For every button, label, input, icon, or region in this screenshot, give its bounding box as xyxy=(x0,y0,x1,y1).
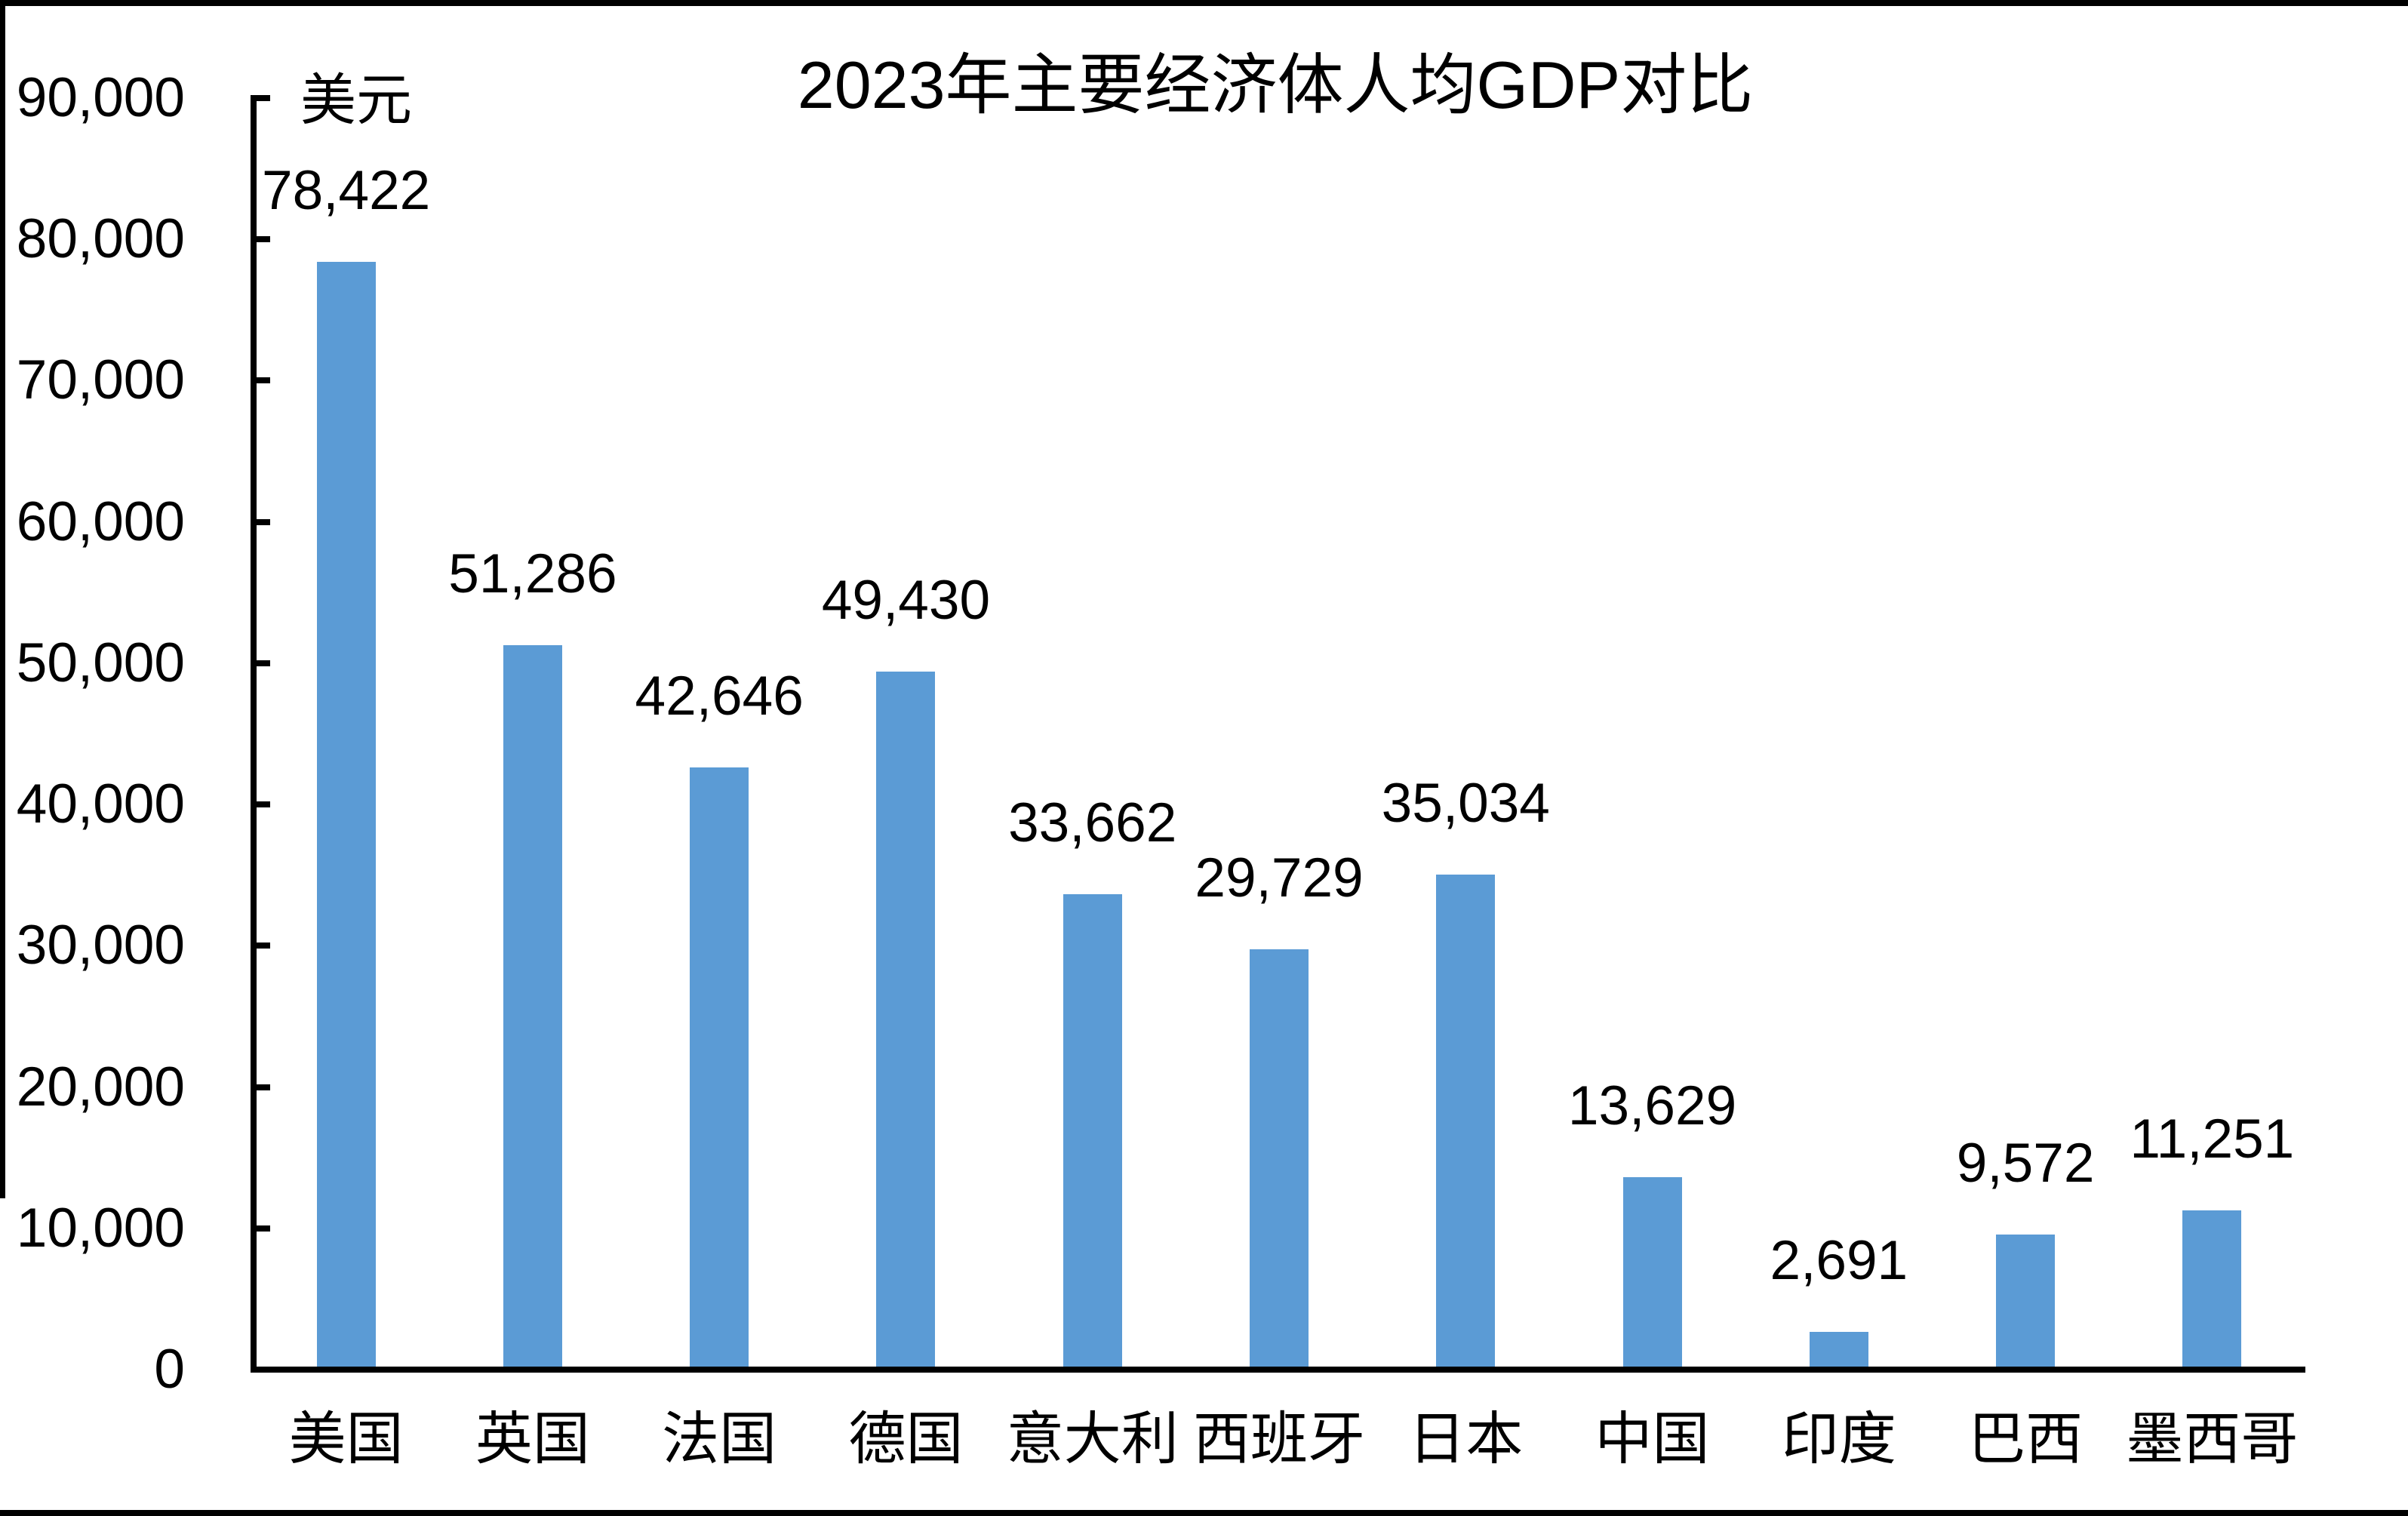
bar-value-label: 11,251 xyxy=(2130,1109,2295,1170)
bar xyxy=(1622,1176,1682,1367)
y-axis-line xyxy=(251,95,257,1373)
y-axis-tick-label: 60,000 xyxy=(16,490,185,552)
bar-value-label: 9,572 xyxy=(1956,1132,2095,1194)
y-axis-tick-label: 70,000 xyxy=(16,349,185,411)
y-axis-tick-label: 0 xyxy=(154,1339,185,1400)
y-axis-tick xyxy=(251,801,270,808)
bar-value-label: 13,629 xyxy=(1567,1075,1737,1136)
y-axis-tick-label: 40,000 xyxy=(16,773,185,835)
bar xyxy=(1436,875,1496,1367)
bar-value-label: 49,430 xyxy=(821,569,991,631)
x-category-label: 巴西 xyxy=(1968,1408,2084,1471)
left-border-line xyxy=(0,0,5,1198)
y-axis-tick xyxy=(251,1225,270,1232)
bar-value-label: 33,662 xyxy=(1008,792,1177,853)
y-axis-tick-label: 50,000 xyxy=(16,632,185,693)
bar xyxy=(316,261,376,1367)
bar-value-label: 51,286 xyxy=(448,543,617,604)
x-category-label: 墨西哥 xyxy=(2126,1408,2299,1471)
y-axis-tick-label: 10,000 xyxy=(16,1197,185,1259)
x-category-label: 英国 xyxy=(475,1408,590,1471)
bar-value-label: 2,691 xyxy=(1770,1229,1908,1291)
y-axis-tick xyxy=(251,1367,270,1373)
y-axis-unit-label: 美元 xyxy=(300,70,412,132)
y-axis-tick-label: 20,000 xyxy=(16,1056,185,1118)
x-axis-line xyxy=(251,1367,2305,1373)
chart-title: 2023年主要经济体人均GDP对比 xyxy=(797,48,1754,122)
y-axis-tick xyxy=(251,943,270,949)
x-category-label: 德国 xyxy=(848,1408,964,1471)
bar xyxy=(503,644,562,1367)
bottom-border-line xyxy=(0,1510,2408,1516)
y-axis-tick-label: 90,000 xyxy=(16,67,185,128)
y-axis-tick xyxy=(251,660,270,666)
bar xyxy=(690,767,749,1367)
bar xyxy=(1063,893,1122,1367)
bar-value-label: 35,034 xyxy=(1381,773,1550,835)
bar xyxy=(1250,949,1309,1367)
x-category-label: 法国 xyxy=(662,1408,777,1471)
y-axis-tick xyxy=(251,518,270,525)
x-category-label: 中国 xyxy=(1595,1408,1710,1471)
y-axis-tick xyxy=(251,377,270,384)
bar xyxy=(876,671,936,1367)
bar-value-label: 29,729 xyxy=(1195,847,1364,909)
bar-value-label: 42,646 xyxy=(635,665,804,727)
x-category-label: 西班牙 xyxy=(1193,1408,1365,1471)
x-category-label: 印度 xyxy=(1781,1408,1896,1471)
y-axis-tick xyxy=(251,95,270,101)
y-axis-tick xyxy=(251,1084,270,1090)
x-category-label: 意大利 xyxy=(1006,1408,1179,1471)
top-border-line xyxy=(0,0,2408,6)
bar xyxy=(1996,1234,2056,1367)
y-axis-tick xyxy=(251,236,270,243)
x-category-label: 日本 xyxy=(1408,1408,1524,1471)
x-category-label: 美国 xyxy=(288,1408,404,1471)
y-axis-tick-label: 30,000 xyxy=(16,915,185,976)
bar-value-label: 78,422 xyxy=(261,159,431,221)
bar xyxy=(2182,1210,2242,1367)
bar xyxy=(1809,1331,1868,1367)
y-axis-tick-label: 80,000 xyxy=(16,208,185,270)
